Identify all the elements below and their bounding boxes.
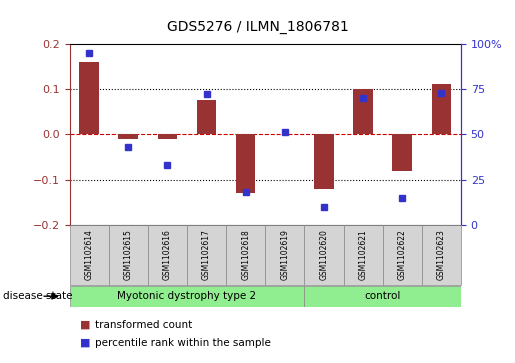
FancyBboxPatch shape — [187, 225, 226, 285]
FancyBboxPatch shape — [383, 225, 422, 285]
Bar — [392, 134, 412, 171]
Text: GSM1102615: GSM1102615 — [124, 229, 133, 281]
FancyBboxPatch shape — [70, 225, 109, 285]
Bar — [118, 134, 138, 139]
Text: GSM1102618: GSM1102618 — [241, 230, 250, 280]
Text: GSM1102614: GSM1102614 — [84, 229, 94, 281]
Text: disease state: disease state — [3, 291, 72, 301]
Text: GSM1102623: GSM1102623 — [437, 229, 446, 281]
FancyBboxPatch shape — [70, 286, 304, 307]
Bar — [158, 134, 177, 139]
Text: GSM1102619: GSM1102619 — [280, 229, 289, 281]
Bar — [353, 89, 373, 134]
FancyBboxPatch shape — [304, 225, 344, 285]
Text: transformed count: transformed count — [95, 320, 193, 330]
Text: ■: ■ — [80, 320, 90, 330]
Bar — [197, 100, 216, 134]
FancyBboxPatch shape — [109, 225, 148, 285]
Text: GSM1102620: GSM1102620 — [319, 229, 329, 281]
FancyBboxPatch shape — [304, 286, 461, 307]
Text: control: control — [365, 291, 401, 301]
FancyBboxPatch shape — [422, 225, 461, 285]
Text: GSM1102617: GSM1102617 — [202, 229, 211, 281]
Text: GDS5276 / ILMN_1806781: GDS5276 / ILMN_1806781 — [167, 20, 348, 34]
FancyBboxPatch shape — [148, 225, 187, 285]
Bar — [79, 62, 99, 134]
Bar — [236, 134, 255, 193]
FancyBboxPatch shape — [344, 225, 383, 285]
Text: Myotonic dystrophy type 2: Myotonic dystrophy type 2 — [117, 291, 256, 301]
Bar — [432, 84, 451, 134]
Text: percentile rank within the sample: percentile rank within the sample — [95, 338, 271, 348]
FancyBboxPatch shape — [265, 225, 304, 285]
Text: GSM1102616: GSM1102616 — [163, 229, 172, 281]
Text: GSM1102622: GSM1102622 — [398, 230, 407, 280]
FancyBboxPatch shape — [226, 225, 265, 285]
Bar — [314, 134, 334, 189]
Text: ■: ■ — [80, 338, 90, 348]
Text: GSM1102621: GSM1102621 — [358, 230, 368, 280]
